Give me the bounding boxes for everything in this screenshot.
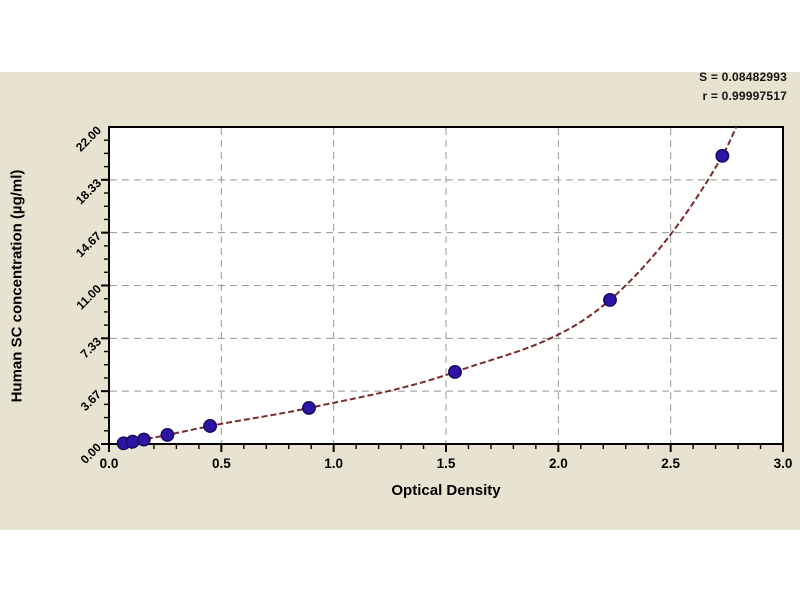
fit-stat-s: S = 0.08482993 [699, 70, 787, 84]
x-tick-label: 0.0 [100, 456, 119, 471]
y-axis-title: Human SC concentration (µg/ml) [8, 169, 26, 403]
fit-stat-r: r = 0.99997517 [702, 89, 787, 104]
ticks [101, 139, 784, 452]
x-tick-label: 1.0 [324, 456, 343, 471]
data-point [160, 427, 175, 442]
gridlines [110, 128, 782, 443]
data-point [136, 432, 151, 447]
fit-stats: S = 0.08482993 r = 0.99997517 [699, 68, 787, 106]
data-point [448, 365, 462, 379]
x-axis-title: Optical Density [391, 482, 501, 499]
y-tick-label: 18.33 [73, 176, 104, 207]
data-point [302, 401, 316, 415]
data-points [116, 148, 730, 451]
x-tick-label: 0.5 [212, 456, 231, 471]
data-point [603, 292, 617, 307]
x-tick-label: 1.5 [437, 456, 456, 471]
y-tick-label: 7.33 [78, 334, 105, 361]
x-tick-label: 2.0 [549, 456, 568, 471]
data-point [203, 419, 218, 433]
y-tick-label: 11.00 [73, 281, 104, 312]
y-tick-label: 14.67 [73, 229, 104, 260]
x-tick-label: 3.0 [774, 456, 793, 471]
data-point [715, 148, 730, 163]
y-tick-label: 3.67 [78, 387, 105, 414]
data-point [125, 434, 140, 449]
x-tick-label: 2.5 [661, 456, 680, 471]
y-tick-label: 22.00 [73, 123, 104, 154]
